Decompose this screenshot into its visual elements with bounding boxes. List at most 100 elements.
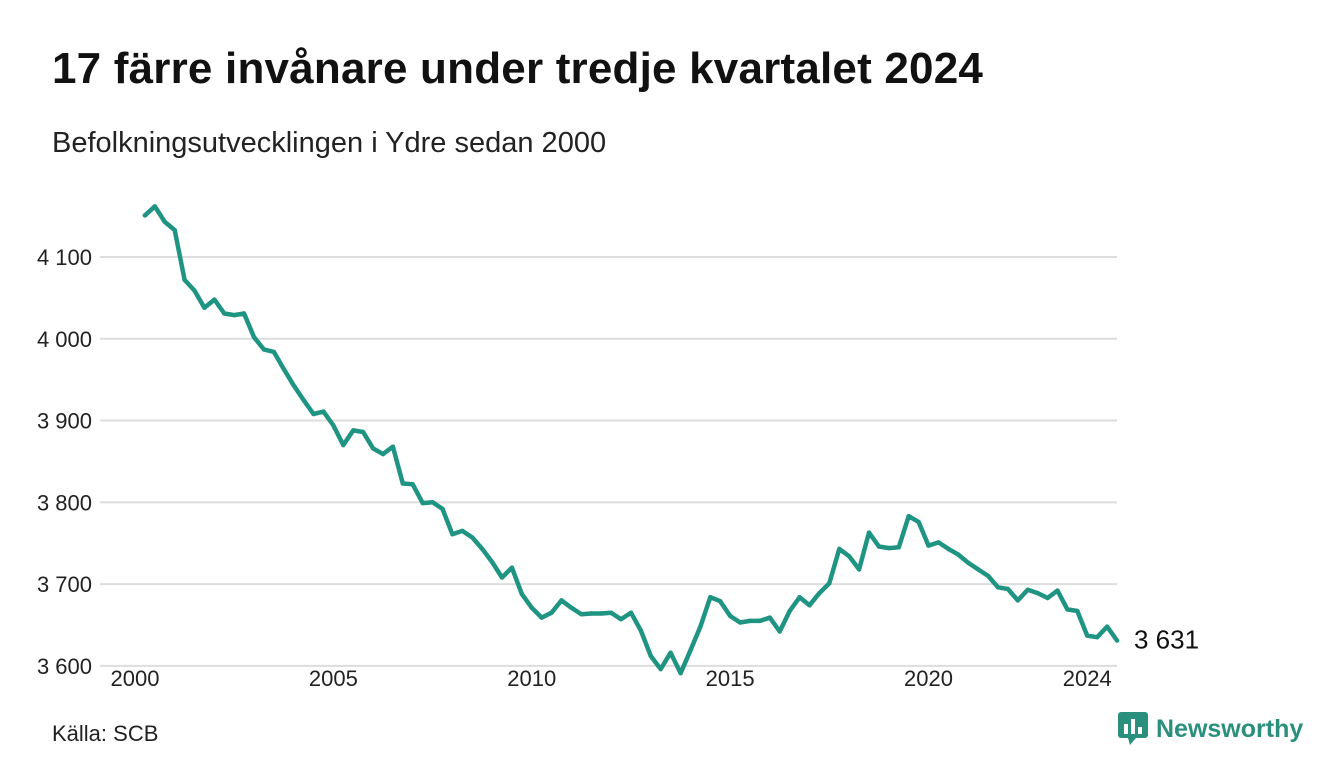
data-point [380, 451, 386, 457]
data-point [797, 595, 802, 600]
data-point [837, 546, 842, 552]
data-point [1114, 638, 1120, 643]
data-point [995, 585, 1001, 590]
data-point [807, 603, 812, 608]
x-tick-label: 2015 [706, 666, 755, 691]
data-point [896, 545, 901, 550]
data-point [499, 575, 505, 580]
data-point [638, 628, 644, 633]
data-point [192, 288, 197, 293]
data-point [202, 305, 207, 310]
data-point [212, 297, 217, 302]
data-point [509, 565, 515, 570]
data-point [926, 543, 931, 548]
data-point [142, 213, 148, 218]
data-point [162, 219, 167, 225]
data-point [956, 552, 961, 557]
data-point [410, 482, 415, 487]
data-point [668, 650, 673, 655]
data-point [549, 610, 554, 615]
data-point [628, 610, 634, 615]
data-point [222, 311, 227, 316]
x-axis-tick-labels: 2000 2005 2010 2015 2020 2024 [111, 666, 1112, 691]
end-value-label: 3 631 [1134, 624, 1199, 654]
data-point [1075, 608, 1080, 614]
data-point [1104, 624, 1110, 629]
data-point [608, 610, 614, 615]
data-point [757, 618, 763, 624]
y-tick-label: 3 800 [37, 490, 92, 515]
data-point [559, 598, 564, 603]
data-point [946, 546, 951, 552]
x-tick-label: 2010 [507, 666, 556, 691]
data-point [232, 312, 237, 318]
data-point [777, 629, 782, 634]
data-point [519, 591, 524, 597]
data-point [678, 671, 683, 676]
data-point [827, 581, 832, 586]
y-tick-label: 4 000 [37, 327, 92, 352]
data-point [916, 519, 921, 525]
data-point [261, 347, 267, 352]
y-tick-label: 3 600 [37, 654, 92, 679]
data-point [876, 544, 882, 549]
series-line [142, 204, 1120, 676]
newsworthy-chart-icon [1118, 712, 1148, 745]
data-point [767, 615, 772, 620]
data-point [985, 573, 991, 579]
data-point [440, 506, 445, 512]
data-point [1055, 588, 1060, 593]
data-point [1045, 595, 1050, 601]
data-point [172, 227, 177, 233]
data-point [1065, 607, 1070, 612]
data-point [787, 608, 792, 614]
data-point [281, 366, 286, 372]
data-points [142, 204, 1120, 676]
data-point [728, 613, 733, 619]
data-point [579, 612, 584, 617]
y-axis-tick-labels: 3 600 3 700 3 800 3 900 4 000 4 100 [37, 245, 92, 679]
data-point [847, 554, 852, 559]
data-point [360, 429, 366, 435]
source-note: Källa: SCB [52, 721, 159, 746]
brand-name: Newsworthy [1156, 714, 1304, 743]
data-point [1085, 633, 1090, 638]
y-tick-label: 3 700 [37, 572, 92, 597]
data-point [737, 620, 743, 625]
data-point [370, 446, 376, 451]
data-point [182, 277, 187, 283]
chart-subtitle: Befolkningsutvecklingen i Ydre sedan 200… [52, 127, 607, 159]
data-point [589, 611, 594, 616]
data-point [708, 595, 713, 600]
data-point [688, 648, 693, 653]
data-point [966, 560, 971, 565]
newsworthy-logo: Newsworthy [1118, 712, 1303, 746]
data-point [1005, 586, 1011, 592]
data-point [460, 528, 465, 534]
data-point [569, 605, 574, 610]
data-point [331, 423, 336, 428]
data-point [470, 535, 475, 540]
data-point [747, 618, 753, 624]
data-point [658, 666, 663, 672]
data-point [400, 481, 405, 486]
series-layer [142, 204, 1120, 676]
data-point [648, 653, 653, 659]
data-point [539, 615, 544, 620]
data-point [390, 444, 396, 449]
data-point [529, 605, 534, 610]
x-tick-label: 2020 [904, 666, 953, 691]
data-point [698, 624, 703, 629]
data-point [430, 500, 435, 505]
x-tick-label: 2005 [309, 666, 358, 691]
data-point [489, 559, 495, 565]
data-point [856, 567, 862, 572]
x-tick-label: 2024 [1063, 666, 1112, 691]
data-point [241, 311, 247, 316]
chart-title: 17 färre invånare under tredje kvartalet… [52, 44, 984, 93]
y-tick-label: 3 900 [37, 409, 92, 434]
data-point [975, 567, 981, 572]
data-point [1035, 590, 1040, 596]
data-point [817, 590, 822, 596]
